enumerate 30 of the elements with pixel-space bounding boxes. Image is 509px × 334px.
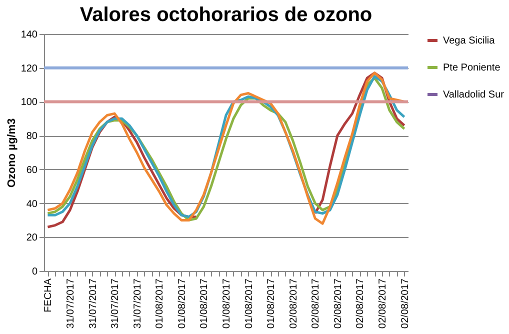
x-tick-label: 02/08/2017	[378, 278, 388, 329]
x-tick-label: 31/07/2017	[88, 278, 99, 329]
x-tick-label: FECHA	[43, 278, 54, 312]
legend-label: Vega Sicilia	[443, 36, 496, 46]
y-tick-label: 0	[32, 266, 38, 278]
x-tick-label: 31/07/2017	[66, 278, 76, 329]
y-tick-label: 100	[20, 97, 38, 108]
x-tick-label: 31/07/2017	[110, 278, 122, 329]
x-tick-label: 01/08/2017	[199, 278, 210, 329]
legend-label: Valladolid Sur	[443, 90, 505, 100]
y-axis-title: Ozono µg/m3	[6, 118, 18, 188]
x-tick-label: 02/08/2017	[310, 278, 322, 329]
legend-label: Pte Poniente	[443, 62, 501, 74]
chart-title: Valores octohorarios de ozono	[80, 4, 372, 26]
x-tick-label: 01/08/2017	[176, 278, 188, 329]
y-tick-label: 60	[26, 164, 38, 176]
x-tick-label: 01/08/2017	[244, 278, 255, 329]
x-tick-label: 31/07/2017	[132, 278, 144, 329]
x-tick-label: 01/08/2017	[222, 278, 232, 329]
x-tick-label: 02/08/2017	[332, 278, 344, 329]
y-tick-label: 140	[20, 30, 38, 40]
y-tick-label: 20	[26, 232, 38, 244]
x-tick-label: 02/08/2017	[355, 278, 366, 329]
x-tick-label: 01/08/2017	[266, 278, 278, 329]
y-tick-label: 120	[20, 63, 38, 74]
y-tick-label: 80	[26, 131, 38, 142]
x-tick-label: 01/08/2017	[154, 278, 166, 329]
x-tick-label: 02/08/2017	[288, 278, 300, 329]
x-tick-label: 02/08/2017	[400, 278, 411, 329]
y-tick-label: 40	[26, 198, 38, 210]
